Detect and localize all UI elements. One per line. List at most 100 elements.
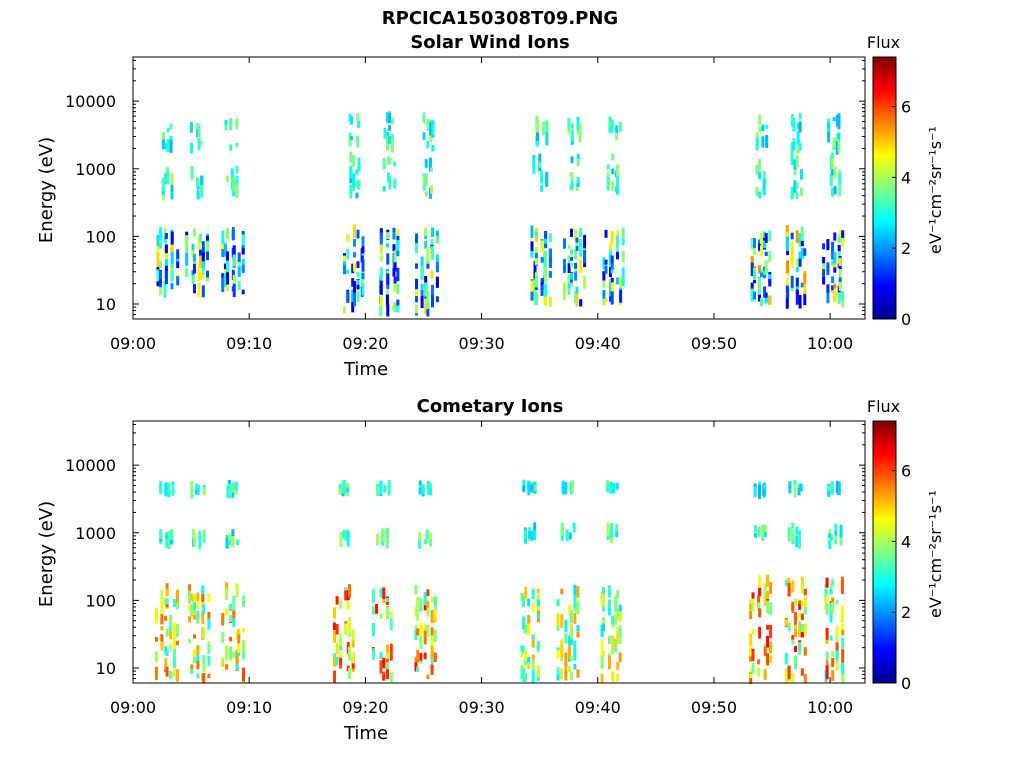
spectrogram-pixel bbox=[386, 303, 390, 317]
spectrogram-pixel bbox=[424, 191, 428, 197]
spectrogram-pixel bbox=[616, 182, 619, 195]
spectrogram-pixel bbox=[522, 668, 526, 682]
spectrogram-pixel bbox=[800, 630, 804, 637]
spectrogram-pixel bbox=[348, 622, 351, 634]
spectrogram-pixel bbox=[536, 119, 540, 134]
spectrogram-pixel bbox=[795, 288, 799, 295]
spectrogram-pixel bbox=[822, 257, 826, 264]
spectrogram-pixel bbox=[573, 648, 577, 661]
spectrogram-pixel bbox=[803, 248, 807, 256]
spectrogram-pixel bbox=[576, 586, 580, 598]
spectrogram-pixel bbox=[611, 181, 615, 191]
spectrogram-pixel bbox=[761, 525, 765, 539]
spectrogram-pixel bbox=[754, 525, 757, 533]
spectrogram-pixel bbox=[159, 481, 163, 495]
spectrogram-pixel bbox=[600, 673, 604, 683]
spectrogram-pixel bbox=[202, 604, 206, 614]
spectrogram-pixel bbox=[520, 593, 524, 602]
spectrogram-pixel bbox=[608, 126, 612, 133]
spectrogram-pixel bbox=[830, 534, 833, 541]
spectrogram-pixel bbox=[761, 124, 765, 131]
spectrogram-pixel bbox=[164, 173, 168, 180]
spectrogram-pixel bbox=[431, 295, 434, 308]
spectrogram-pixel bbox=[166, 171, 169, 185]
x-tick-label: 10:00 bbox=[807, 698, 853, 717]
spectrogram-pixel bbox=[618, 634, 622, 644]
spectrogram-pixel bbox=[382, 657, 386, 669]
spectrogram-pixel bbox=[835, 480, 839, 493]
spectrogram-pixel bbox=[763, 524, 767, 536]
spectrogram-pixel bbox=[618, 652, 622, 663]
spectrogram-pixel bbox=[833, 232, 837, 241]
spectrogram-pixel bbox=[351, 637, 355, 648]
spectrogram-pixel bbox=[419, 653, 423, 661]
spectrogram-pixel bbox=[357, 157, 361, 172]
spectrogram-pixel bbox=[175, 640, 179, 646]
spectrogram-pixel bbox=[531, 660, 535, 671]
spectrogram-pixel bbox=[769, 624, 773, 639]
spectrogram-pixel bbox=[344, 529, 348, 538]
spectrogram-pixel bbox=[837, 246, 841, 259]
spectrogram-pixel bbox=[755, 164, 759, 175]
spectrogram-pixel bbox=[803, 647, 807, 656]
x-axis-label: Time bbox=[343, 723, 388, 744]
spectrogram-pixel bbox=[339, 644, 343, 651]
spectrogram-pixel bbox=[536, 665, 540, 675]
spectrogram-pixel bbox=[426, 589, 430, 597]
spectrogram-pixel bbox=[225, 175, 229, 183]
spectrogram-pixel bbox=[841, 609, 845, 616]
spectrogram-pixel bbox=[357, 180, 361, 190]
spectrogram-pixel bbox=[758, 114, 762, 126]
figure-title: RPCICA150308T09.PNG bbox=[382, 8, 618, 29]
spectrogram-pixel bbox=[606, 176, 610, 191]
spectrogram-pixel bbox=[765, 124, 769, 129]
spectrogram-pixel bbox=[196, 484, 200, 495]
spectrogram-pixel bbox=[392, 244, 396, 252]
spectrogram-pixel bbox=[221, 241, 225, 253]
spectrogram-pixel bbox=[371, 605, 375, 615]
spectrogram-pixel bbox=[206, 251, 209, 261]
spectrogram-pixel bbox=[353, 239, 356, 247]
spectrogram-pixel bbox=[379, 232, 383, 247]
spectrogram-pixel bbox=[422, 132, 426, 140]
spectrogram-pixel bbox=[568, 532, 572, 539]
colorbar-units-label: eV⁻¹cm⁻²sr⁻¹s⁻¹ bbox=[926, 126, 945, 254]
spectrogram-pixel bbox=[763, 583, 767, 592]
spectrogram-pixel bbox=[202, 487, 206, 496]
spectrogram-pixel bbox=[389, 618, 393, 631]
spectrogram-pixel bbox=[524, 649, 528, 655]
spectrogram-pixel bbox=[607, 599, 611, 608]
colorbar-tick-label: 6 bbox=[901, 462, 911, 481]
spectrogram-pixel bbox=[795, 191, 799, 199]
spectrogram-pixel bbox=[826, 239, 830, 251]
spectrogram-pixel bbox=[570, 123, 574, 129]
spectrogram-pixel bbox=[833, 283, 837, 289]
spectrogram-pixel bbox=[430, 609, 434, 623]
spectrogram-pixel bbox=[758, 243, 761, 251]
spectrogram-pixel bbox=[333, 607, 336, 619]
spectrogram-pixel bbox=[202, 655, 206, 664]
spectrogram-pixel bbox=[175, 590, 179, 604]
spectrogram-pixel bbox=[388, 135, 392, 144]
spectrogram-pixel bbox=[339, 652, 343, 658]
spectrogram-pixel bbox=[602, 651, 605, 657]
spectrogram-pixel bbox=[348, 584, 351, 598]
spectrogram-pixel bbox=[169, 634, 173, 640]
spectrogram-pixel bbox=[798, 642, 802, 655]
spectrogram-pixel bbox=[430, 596, 434, 603]
spectrogram-pixel bbox=[207, 593, 211, 602]
x-tick-label: 09:20 bbox=[342, 698, 388, 717]
spectrogram-pixel bbox=[764, 233, 768, 243]
spectrogram-pixel bbox=[431, 120, 435, 126]
spectrogram-pixel bbox=[574, 262, 578, 269]
spectrogram-pixel bbox=[435, 236, 439, 244]
spectrogram-pixel bbox=[757, 595, 760, 603]
spectrogram-pixel bbox=[531, 669, 535, 684]
spectrogram-pixel bbox=[236, 539, 240, 545]
spectrogram-pixel bbox=[833, 252, 837, 264]
spectrogram-pixel bbox=[351, 651, 355, 664]
spectrogram-pixel bbox=[356, 272, 360, 278]
spectrogram-pixel bbox=[791, 538, 795, 544]
spectrogram-pixel bbox=[159, 281, 162, 290]
